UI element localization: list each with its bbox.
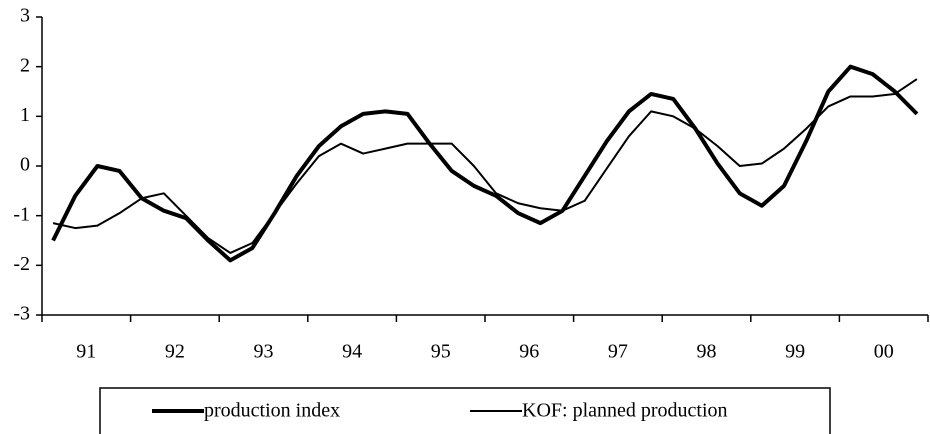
x-tick-label: 92	[165, 341, 185, 363]
x-tick-label: 95	[431, 341, 451, 363]
y-tick-label: 2	[20, 54, 30, 76]
x-tick-label: 94	[342, 341, 362, 363]
x-tick-label: 97	[608, 341, 628, 363]
y-tick-label: 0	[20, 154, 30, 176]
y-tick-label: -3	[13, 303, 30, 325]
x-tick-label: 96	[519, 341, 539, 363]
x-tick-label: 91	[76, 341, 96, 363]
series-line	[51, 64, 919, 263]
y-tick-label: 1	[20, 104, 30, 126]
series-line	[52, 78, 918, 254]
x-tick-label: 98	[697, 341, 717, 363]
y-tick-label: 3	[20, 5, 30, 27]
x-tick-label: 93	[254, 341, 274, 363]
legend-label: production index	[204, 400, 340, 422]
legend-label: KOF: planned production	[522, 400, 728, 422]
legend-box	[99, 387, 831, 434]
y-tick-label: -1	[13, 203, 30, 225]
x-tick-label: 00	[874, 341, 894, 363]
x-tick-label: 99	[785, 341, 805, 363]
y-tick-label: -2	[13, 253, 30, 275]
